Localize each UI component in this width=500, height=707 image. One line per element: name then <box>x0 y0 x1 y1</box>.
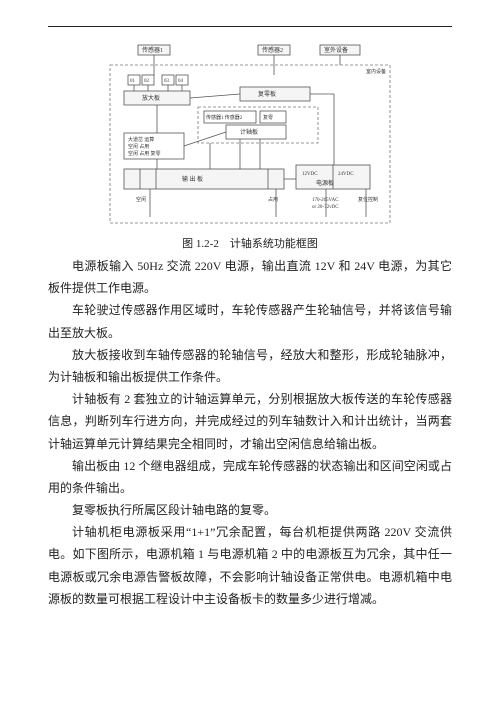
svg-text:04: 04 <box>178 79 184 84</box>
figure-caption: 图 1.2-2 计轴系统功能框图 <box>48 235 452 251</box>
para-3: 放大板接收到车轴传感器的轮轴信号，经放大和整形，形成轮轴脉冲，为计轴板和输出板提… <box>48 344 452 388</box>
lbl-sensor1: 传感器1 <box>142 46 163 54</box>
para-5: 输出板由 12 个继电器组成，完成车轮传感器的状态输出和区间空闲或占用的条件输出… <box>48 455 452 499</box>
lbl-info3: 空闲 占用 复零 <box>128 150 161 157</box>
lbl-p12: 12VDC <box>302 172 318 177</box>
para-1: 电源板输入 50Hz 交流 220V 电源，输出直流 12V 和 24V 电源，… <box>48 255 452 299</box>
lbl-s12: 传感器1 传感器2 <box>206 114 243 121</box>
lbl-dc: or 20-72vDC <box>312 205 339 210</box>
lbl-power: 电源板 <box>316 179 334 187</box>
para-7: 计轴机柜电源板采用“1+1”冗余配置，每台机柜提供两路 220V 交流供电。如下… <box>48 521 452 610</box>
lbl-outdoor: 室外设备 <box>324 46 348 54</box>
body-text: 电源板输入 50Hz 交流 220V 电源，输出直流 12V 和 24V 电源，… <box>48 255 452 610</box>
lbl-info2: 空闲 占用 <box>128 143 149 150</box>
lbl-info1: 大道岔 运算 <box>128 136 154 143</box>
lbl-reset: 复零板 <box>258 90 276 98</box>
lbl-axle: 计轴板 <box>240 128 258 136</box>
lbl-resetctl: 复位控制 <box>358 196 378 203</box>
lbl-sensor2: 传感器2 <box>262 46 283 54</box>
lbl-reset2: 复零 <box>263 114 273 121</box>
para-4: 计轴板有 2 套独立的计轴运算单元，分别根据放大板传送的车轮传感器信息，判断列车… <box>48 388 452 455</box>
para-6: 复零板执行所属区段计轴电路的复零。 <box>48 499 452 521</box>
svg-text:01: 01 <box>130 79 136 84</box>
svg-text:03: 03 <box>164 79 170 84</box>
lbl-output: 输 出 板 <box>182 175 203 183</box>
lbl-amp: 放大板 <box>142 94 160 102</box>
svg-text:02: 02 <box>144 79 150 84</box>
lbl-out1: 空闲 <box>136 196 146 203</box>
para-2: 车轮驶过传感器作用区域时，车轮传感器产生轮轴信号，并将该信号输出至放大板。 <box>48 299 452 343</box>
lbl-p24: 24VDC <box>338 172 354 177</box>
lbl-indoor: 室内设备 <box>366 68 386 75</box>
lbl-out2: 占用 <box>268 196 278 203</box>
